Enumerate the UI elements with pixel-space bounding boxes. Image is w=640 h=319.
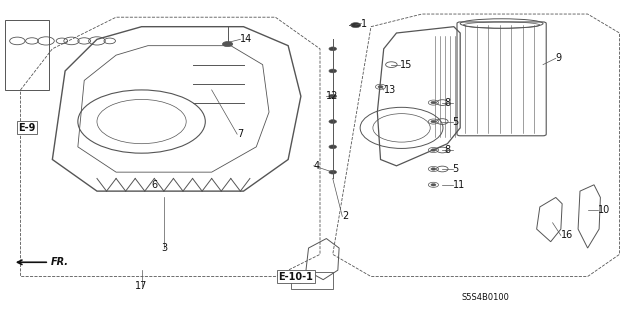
Text: 8: 8 xyxy=(444,98,451,108)
Text: 4: 4 xyxy=(314,161,320,171)
Text: S5S4B0100: S5S4B0100 xyxy=(461,293,509,301)
Text: 16: 16 xyxy=(561,230,573,241)
Circle shape xyxy=(431,183,436,186)
Bar xyxy=(291,272,333,289)
Text: FR.: FR. xyxy=(51,257,68,267)
Text: 12: 12 xyxy=(326,91,339,101)
Circle shape xyxy=(329,145,337,149)
Circle shape xyxy=(223,41,233,47)
Text: 13: 13 xyxy=(384,85,396,95)
Text: 6: 6 xyxy=(151,180,157,190)
Text: 8: 8 xyxy=(444,145,451,155)
Text: 5: 5 xyxy=(452,164,459,174)
Circle shape xyxy=(431,149,436,151)
Circle shape xyxy=(431,168,436,170)
Text: 14: 14 xyxy=(241,34,253,44)
Text: 11: 11 xyxy=(452,180,465,190)
Text: 15: 15 xyxy=(399,60,412,70)
Circle shape xyxy=(329,120,337,123)
Text: 5: 5 xyxy=(452,116,459,127)
Circle shape xyxy=(431,120,436,123)
Circle shape xyxy=(329,47,337,51)
Text: E-10-1: E-10-1 xyxy=(278,271,313,281)
Text: 7: 7 xyxy=(237,129,243,139)
Circle shape xyxy=(351,23,361,28)
Circle shape xyxy=(329,170,337,174)
Text: 3: 3 xyxy=(161,243,167,253)
Text: 10: 10 xyxy=(598,205,610,215)
Circle shape xyxy=(431,101,436,104)
Text: 1: 1 xyxy=(362,19,367,28)
Text: 9: 9 xyxy=(556,53,562,63)
Text: E-9: E-9 xyxy=(18,123,36,133)
Bar xyxy=(4,20,49,90)
Circle shape xyxy=(378,85,383,88)
Text: 17: 17 xyxy=(136,281,148,291)
Circle shape xyxy=(329,94,337,98)
Text: 2: 2 xyxy=(342,211,349,221)
Circle shape xyxy=(329,69,337,73)
